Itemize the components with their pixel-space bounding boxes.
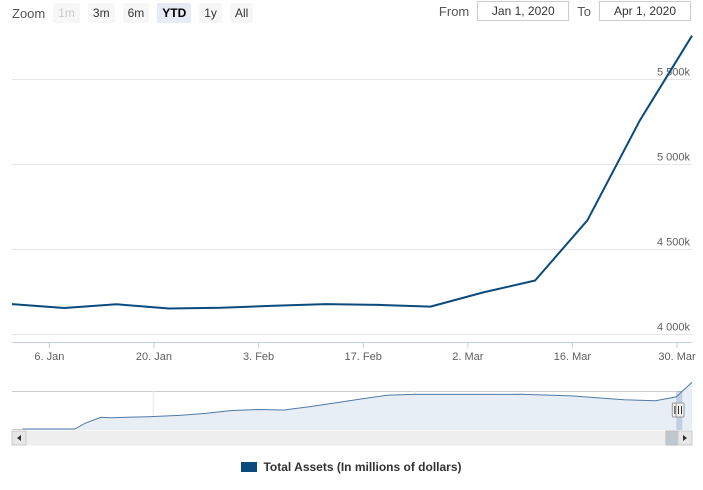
y-tick-label: 4 000k [657, 322, 691, 334]
navigator-line [22, 381, 693, 430]
x-tick-label: 16. Mar [554, 351, 592, 363]
x-tick-label: 2. Mar [452, 351, 484, 363]
x-tick-label: 30. Mar [658, 351, 696, 363]
zoom-button-3m[interactable]: 3m [87, 3, 115, 23]
zoom-button-1m: 1m [53, 3, 80, 23]
to-date-input[interactable] [599, 1, 691, 21]
x-tick-label: 17. Feb [345, 351, 382, 363]
zoom-buttons: 1m 3m 6m YTD 1y All [53, 3, 261, 23]
zoom-label: Zoom [12, 5, 46, 21]
series-line [11, 35, 693, 310]
zoom-button-all[interactable]: All [229, 3, 254, 23]
grid-lines [12, 79, 692, 335]
x-tick-label: 3. Feb [243, 351, 274, 363]
scrollbar-right-button[interactable] [677, 430, 693, 446]
navigator-scrollbar[interactable] [11, 430, 693, 446]
legend-swatch [241, 462, 258, 472]
chevron-left-icon [17, 435, 21, 441]
chevron-right-icon [683, 435, 687, 441]
to-label: To [577, 3, 591, 19]
y-tick-label: 5 500k [657, 67, 691, 79]
navigator: 201020152 [12, 381, 693, 430]
y-tick-label: 5 000k [657, 152, 691, 164]
legend: Total Assets (In millions of dollars) [0, 460, 703, 475]
navigator-area [22, 382, 692, 430]
from-date-input[interactable] [477, 1, 570, 21]
legend-label: Total Assets (In millions of dollars) [263, 460, 462, 474]
from-label: From [438, 3, 470, 19]
date-range: From To [431, 1, 691, 21]
zoom-button-6m[interactable]: 6m [122, 3, 150, 23]
zoom-bar: Zoom 1m 3m 6m YTD 1y All [12, 2, 261, 24]
y-tick-label: 4 500k [657, 237, 691, 249]
series-0 [11, 35, 693, 310]
scrollbar-track[interactable] [11, 430, 693, 446]
legend-item-total-assets[interactable]: Total Assets (In millions of dollars) [241, 460, 462, 474]
x-tick-label: 6. Jan [34, 351, 64, 363]
scrollbar-left-button[interactable] [11, 430, 27, 446]
zoom-button-1y[interactable]: 1y [199, 3, 222, 23]
navigator-handle-right[interactable] [675, 402, 685, 418]
x-tick-label: 20. Jan [136, 351, 172, 363]
y-axis-labels: 4 000k 4 500k 5 000k 5 500k [657, 67, 691, 334]
handle-box [675, 402, 685, 418]
zoom-button-ytd[interactable]: YTD [157, 3, 192, 23]
x-axis-labels: 6. Jan 20. Jan 3. Feb 17. Feb 2. Mar 16. Mar 3… [34, 342, 696, 363]
